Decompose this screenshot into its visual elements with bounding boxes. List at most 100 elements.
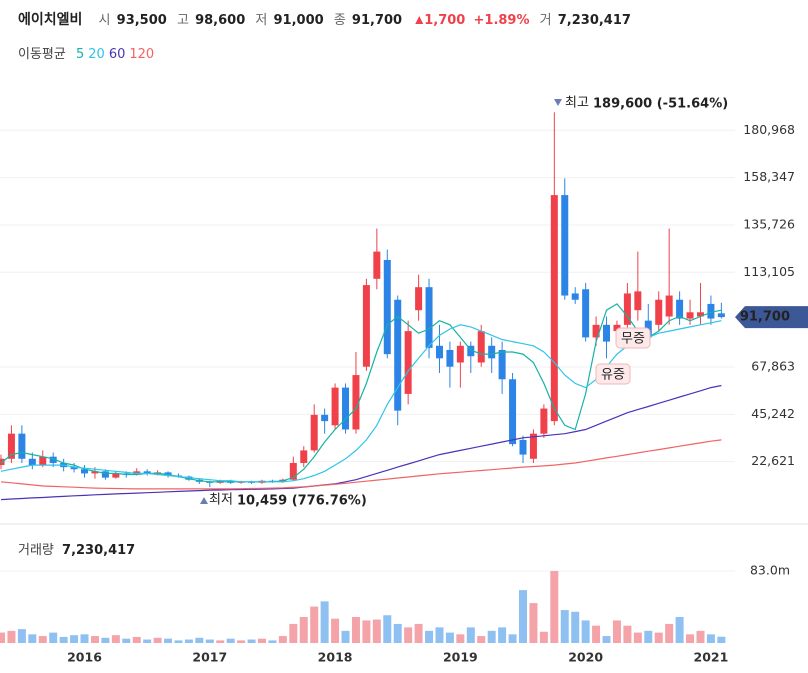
y-tick-label: 135,726 bbox=[743, 216, 795, 231]
volume-bar bbox=[592, 625, 601, 643]
legend-entry: 120 bbox=[129, 47, 154, 62]
event-label: 무증 bbox=[621, 332, 645, 347]
candle-body bbox=[676, 299, 684, 319]
volume-bar bbox=[571, 611, 580, 643]
candle-body bbox=[550, 195, 558, 422]
candle-body bbox=[717, 313, 725, 318]
volume-bar bbox=[539, 631, 548, 643]
volume-bar bbox=[665, 623, 674, 643]
volume-bar bbox=[602, 636, 611, 643]
volume-bar bbox=[7, 630, 16, 643]
volume-bar bbox=[310, 606, 319, 643]
volume-bar bbox=[623, 625, 632, 643]
candle-body bbox=[425, 287, 433, 348]
volume-bar bbox=[456, 634, 465, 643]
price-tag-label: 91,700 bbox=[740, 310, 790, 325]
candle-body bbox=[331, 387, 339, 426]
volume-bar bbox=[498, 627, 507, 643]
high-text: 189,600 (-51.64%) bbox=[593, 97, 728, 112]
volume-bar bbox=[38, 636, 47, 643]
volume-bar bbox=[80, 634, 89, 643]
volume-bar bbox=[560, 610, 569, 643]
volume-bar bbox=[466, 627, 475, 643]
high-label: 고 bbox=[177, 13, 189, 28]
candle-body bbox=[342, 387, 350, 430]
volume-bar bbox=[696, 630, 705, 643]
volume-bar bbox=[195, 637, 204, 643]
candle-body bbox=[49, 456, 57, 463]
volume-bar bbox=[237, 640, 246, 643]
volume-bar bbox=[258, 638, 266, 643]
candle-body bbox=[488, 345, 496, 359]
volume-bar bbox=[184, 639, 193, 643]
candle-body bbox=[561, 195, 569, 296]
high-marker bbox=[554, 99, 562, 106]
candle-body bbox=[394, 299, 402, 411]
x-tick-label: 2021 bbox=[694, 650, 729, 665]
candle-body bbox=[404, 331, 412, 394]
ma-line bbox=[0, 320, 722, 483]
volume-bar bbox=[654, 632, 663, 643]
candle-body bbox=[289, 462, 297, 480]
candle-body bbox=[28, 458, 36, 466]
change-pct: +1.89% bbox=[474, 13, 530, 28]
x-tick-label: 2019 bbox=[443, 650, 478, 665]
candle-body bbox=[634, 291, 642, 311]
volume-bar bbox=[299, 616, 308, 643]
candle-body bbox=[571, 293, 579, 300]
volume-bar bbox=[519, 590, 527, 643]
volume-bar bbox=[70, 635, 79, 643]
volume-bar bbox=[717, 636, 726, 643]
volume-bar bbox=[686, 634, 695, 643]
volume-bar bbox=[320, 601, 329, 643]
low-text: 10,459 (776.76%) bbox=[237, 494, 367, 509]
high-label: 최고 bbox=[565, 96, 589, 111]
ma-line bbox=[0, 439, 722, 490]
low-label: 최저 bbox=[209, 493, 233, 508]
candle-body bbox=[81, 469, 89, 474]
volume-bar bbox=[612, 620, 621, 643]
event-box bbox=[595, 363, 631, 385]
candle-body bbox=[519, 439, 527, 455]
volume-bar bbox=[529, 603, 538, 643]
x-tick-label: 2018 bbox=[318, 650, 353, 665]
candle-body bbox=[300, 450, 308, 463]
volume-bar bbox=[205, 639, 214, 643]
volume-bar bbox=[153, 637, 162, 643]
volume-bar bbox=[17, 629, 26, 643]
candle-body bbox=[39, 456, 47, 466]
y-tick-label: 67,863 bbox=[751, 358, 795, 373]
ma-line bbox=[0, 303, 722, 483]
volume-bar bbox=[289, 623, 298, 643]
ma-legend: 이동평균 5 20 60 120 bbox=[18, 47, 154, 62]
x-tick-label: 2020 bbox=[568, 650, 603, 665]
volume-bar bbox=[59, 636, 68, 643]
up-arrow bbox=[415, 16, 424, 24]
volume-bar bbox=[383, 615, 392, 643]
y-tick-label: 180,968 bbox=[743, 122, 795, 137]
close-value: 91,700 bbox=[352, 13, 402, 28]
y-tick-label: 158,347 bbox=[743, 169, 795, 184]
open-label: 시 bbox=[99, 13, 111, 28]
event-box bbox=[615, 327, 651, 349]
volume-bar bbox=[28, 634, 37, 643]
legend-entry: 60 bbox=[109, 47, 126, 62]
candle-body bbox=[352, 375, 360, 430]
candle-body bbox=[383, 259, 391, 355]
volume-bar bbox=[414, 623, 423, 643]
y-tick-label: 22,621 bbox=[751, 453, 795, 468]
volume-bar bbox=[435, 627, 444, 643]
stock-name: 에이치엘비 bbox=[18, 11, 82, 28]
candle-body bbox=[446, 349, 454, 367]
volume-bar bbox=[0, 632, 5, 643]
volume-bar bbox=[49, 632, 58, 643]
volume-bar bbox=[278, 636, 287, 643]
volume-bar bbox=[706, 634, 715, 643]
volume-title: 거래량 bbox=[18, 543, 54, 558]
candle-body bbox=[623, 293, 631, 325]
candle-body bbox=[467, 345, 475, 357]
volume-bar bbox=[268, 640, 277, 643]
candle-body bbox=[91, 471, 99, 474]
ma-line bbox=[0, 384, 722, 501]
candle-body bbox=[362, 285, 370, 367]
